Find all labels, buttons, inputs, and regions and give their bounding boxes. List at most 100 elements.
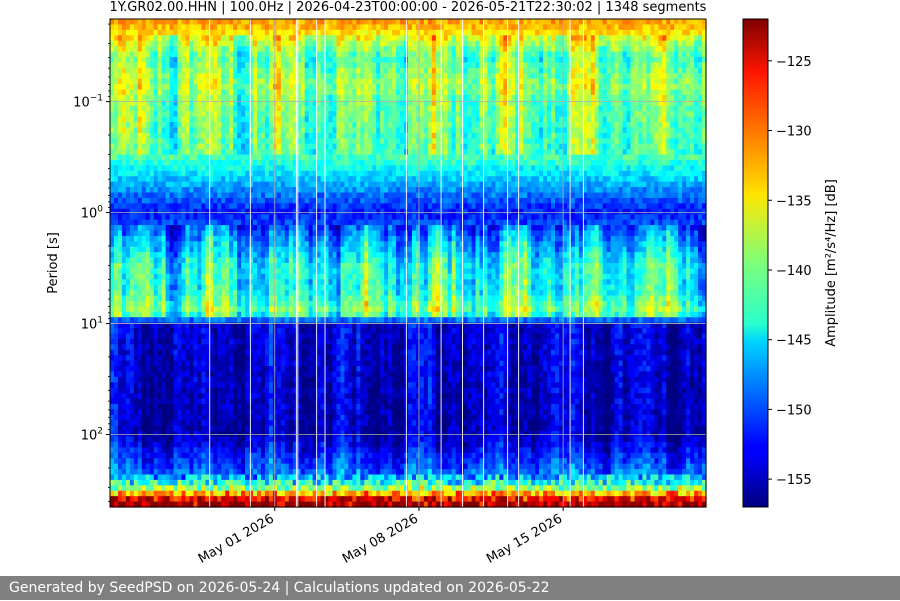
heatmap-cell <box>193 241 199 248</box>
heatmap-cell <box>217 268 222 275</box>
heatmap-cell <box>300 73 306 80</box>
heatmap-cell <box>169 257 175 264</box>
heatmap-cell <box>205 116 210 123</box>
heatmap-cell <box>264 306 270 313</box>
heatmap-cell <box>209 376 214 383</box>
heatmap-cell <box>268 181 274 188</box>
heatmap-cell <box>185 132 191 139</box>
heatmap-cell <box>113 138 119 145</box>
heatmap-cell <box>316 225 322 232</box>
heatmap-cell <box>288 425 294 432</box>
heatmap-cell <box>189 214 195 221</box>
heatmap-cell <box>205 73 210 80</box>
heatmap-cell <box>320 170 326 177</box>
heatmap-cell <box>221 452 226 459</box>
heatmap-cell <box>181 122 187 129</box>
heatmap-cell <box>237 219 242 226</box>
heatmap-cell <box>260 35 266 42</box>
heatmap-cell <box>320 479 326 486</box>
heatmap-cell <box>153 474 159 481</box>
heatmap-cell <box>149 496 155 503</box>
heatmap-cell <box>153 138 159 145</box>
heatmap-cell <box>312 355 318 362</box>
heatmap-cell <box>257 268 262 275</box>
heatmap-cell <box>189 154 195 161</box>
heatmap-cell <box>141 19 147 26</box>
heatmap-cell <box>110 441 115 448</box>
heatmap-cell <box>209 203 214 210</box>
heatmap-cell <box>161 62 167 69</box>
heatmap-cell <box>324 300 330 307</box>
heatmap-cell <box>110 425 115 432</box>
heatmap-cell <box>241 62 246 69</box>
heatmap-cell <box>209 78 214 85</box>
heatmap-cell <box>241 127 246 134</box>
heatmap-cell <box>237 154 242 161</box>
heatmap-cell <box>201 138 206 145</box>
heatmap-cell <box>149 279 155 286</box>
heatmap-cell <box>304 35 310 42</box>
heatmap-cell <box>125 485 131 492</box>
heatmap-cell <box>205 105 210 112</box>
heatmap-cell <box>149 170 155 177</box>
heatmap-cell <box>280 203 286 210</box>
heatmap-cell <box>272 154 278 161</box>
heatmap-cell <box>288 333 294 340</box>
heatmap-cell <box>185 447 191 454</box>
heatmap-cell <box>185 452 191 459</box>
heatmap-cell <box>308 452 314 459</box>
heatmap-cell <box>181 382 187 389</box>
heatmap-cell <box>249 149 254 156</box>
heatmap-cell <box>272 376 278 383</box>
heatmap-cell <box>328 241 334 248</box>
heatmap-cell <box>233 100 238 107</box>
heatmap-cell <box>316 371 322 378</box>
heatmap-cell <box>308 317 314 324</box>
heatmap-cell <box>141 46 147 53</box>
heatmap-cell <box>205 132 210 139</box>
heatmap-cell <box>137 376 143 383</box>
heatmap-cell <box>113 84 119 91</box>
heatmap-cell <box>272 279 278 286</box>
heatmap-cell <box>209 290 214 297</box>
heatmap-cell <box>276 235 282 242</box>
heatmap-cell <box>260 452 266 459</box>
heatmap-cell <box>276 436 282 443</box>
heatmap-cell <box>260 111 266 118</box>
heatmap-cell <box>145 235 151 242</box>
heatmap-cell <box>177 235 183 242</box>
heatmap-cell <box>217 203 222 210</box>
heatmap-cell <box>197 490 202 497</box>
heatmap-cell <box>169 284 175 291</box>
heatmap-cell <box>257 73 262 80</box>
heatmap-cell <box>153 414 159 421</box>
heatmap-cell <box>157 241 163 248</box>
heatmap-cell <box>141 203 147 210</box>
heatmap-cell <box>110 154 115 161</box>
heatmap-cell <box>153 257 159 264</box>
heatmap-cell <box>161 192 167 199</box>
heatmap-cell <box>129 355 135 362</box>
heatmap-cell <box>181 371 187 378</box>
heatmap-cell <box>320 474 326 481</box>
heatmap-cell <box>205 279 210 286</box>
heatmap-cell <box>161 349 167 356</box>
heatmap-cell <box>153 355 159 362</box>
heatmap-cell <box>229 252 234 259</box>
heatmap-cell <box>157 366 163 373</box>
heatmap-cell <box>201 197 206 204</box>
heatmap-cell <box>173 360 179 367</box>
heatmap-cell <box>133 29 139 36</box>
heatmap-cell <box>169 474 175 481</box>
heatmap-cell <box>264 387 270 394</box>
heatmap-cell <box>137 279 143 286</box>
heatmap-cell <box>141 447 147 454</box>
heatmap-cell <box>316 306 322 313</box>
heatmap-cell <box>173 349 179 356</box>
heatmap-cell <box>272 67 278 74</box>
heatmap-cell <box>117 290 123 297</box>
heatmap-cell <box>300 94 306 101</box>
heatmap-cell <box>276 187 282 194</box>
heatmap-cell <box>320 24 326 31</box>
heatmap-cell <box>137 138 143 145</box>
